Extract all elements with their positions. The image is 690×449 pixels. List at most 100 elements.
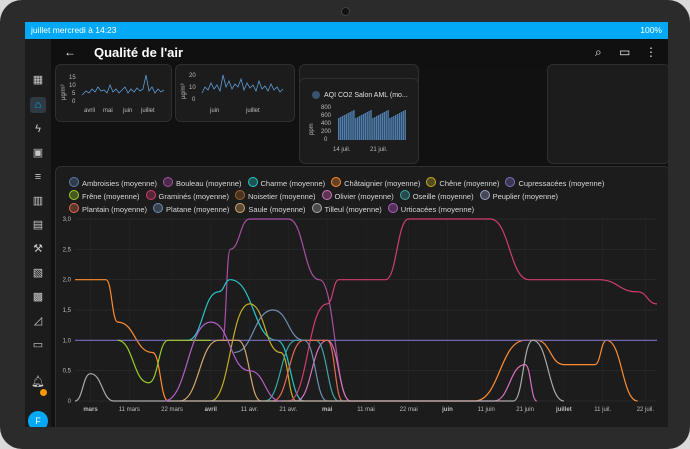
empty-card[interactable] <box>547 64 668 164</box>
legend-item[interactable]: Saule (moyenne) <box>235 203 306 216</box>
legend-item[interactable]: Plantain (moyenne) <box>69 203 147 216</box>
legend-item[interactable]: Chêne (moyenne) <box>426 177 499 190</box>
xtick-b-1: juin <box>209 108 219 114</box>
co2-bar <box>389 118 391 140</box>
legend-label: Tilleul (moyenne) <box>324 205 382 214</box>
history-chart-icon[interactable]: ◿ <box>33 315 43 327</box>
co2-bar <box>358 116 361 140</box>
legend-item[interactable]: Peuplier (moyenne) <box>479 190 558 203</box>
ytick-a-2: 10 <box>69 83 76 89</box>
chart-box-icon[interactable]: ▥ <box>32 195 44 207</box>
legend-swatch <box>163 177 174 187</box>
co2-bar <box>402 111 404 140</box>
legend-item[interactable]: Châtaignier (moyenne) <box>331 177 420 190</box>
legend-label: Chêne (moyenne) <box>439 179 500 188</box>
store-icon[interactable]: ▩ <box>32 291 44 303</box>
legend-item[interactable]: Charme (moyenne) <box>247 177 326 190</box>
legend-item[interactable]: Olivier (moyenne) <box>321 190 394 203</box>
y-tick-label: 0 <box>68 399 72 405</box>
list-icon[interactable]: ≡ <box>34 171 42 183</box>
legend-item[interactable]: Bouleau (moyenne) <box>163 177 242 190</box>
co2-bar <box>385 111 387 140</box>
legend-swatch <box>399 190 410 200</box>
ytick-b-2: 10 <box>189 85 196 91</box>
series-line <box>272 339 344 402</box>
sensor-card-a[interactable]: µg/m³ 15 10 5 0 avril mai juin juillet <box>55 64 172 122</box>
co2-bar <box>379 114 382 140</box>
more-vertical-icon[interactable]: ⋮ <box>645 45 657 59</box>
legend-item[interactable]: Tilleul (moyenne) <box>311 203 382 216</box>
notification-badge <box>40 389 47 396</box>
bell-icon[interactable]: 🔔︎ <box>31 376 45 388</box>
x-tick-label: 11 mars <box>119 407 140 413</box>
co2-bar <box>349 112 351 140</box>
y-tick-label: 3,0 <box>63 217 72 223</box>
legend-label: Olivier (moyenne) <box>334 192 394 201</box>
ytick-a-3: 5 <box>72 91 76 97</box>
ylabel-a: µg/m³ <box>61 85 67 100</box>
legend-label: Saule (moyenne) <box>248 205 306 214</box>
badge-icon[interactable]: ▣ <box>32 147 44 159</box>
camera-icon <box>341 7 350 16</box>
ytick-b-3: 0 <box>192 97 196 103</box>
legend-item[interactable]: Noisetier (moyenne) <box>234 190 316 203</box>
legend-label: Charme (moyenne) <box>260 179 326 188</box>
sensor-card-b[interactable]: µg/m³ 20 10 0 juin juillet <box>175 64 295 122</box>
legend-swatch <box>331 177 342 187</box>
legend-item[interactable]: Frêne (moyenne) <box>69 190 140 203</box>
legend-item[interactable]: Platane (moyenne) <box>153 203 229 216</box>
legend-item[interactable]: Ambroisies (moyenne) <box>69 177 157 190</box>
co2-bar <box>357 117 359 140</box>
dashboard-icon[interactable]: ▦ <box>32 74 44 86</box>
wrench-icon[interactable]: ⚒ <box>33 243 43 255</box>
legend-label: Cupressacées (moyenne) <box>518 179 605 188</box>
search-icon[interactable]: ⌕ <box>595 45 602 59</box>
legend-label: Bouleau (moyenne) <box>176 179 242 188</box>
co2-bar <box>345 114 347 140</box>
document-icon[interactable]: ▭ <box>32 339 44 351</box>
battery-status: 100% <box>640 25 662 35</box>
co2-bar <box>381 113 384 140</box>
legend-swatch <box>247 177 258 187</box>
legend-item[interactable]: Oseille (moyenne) <box>399 190 474 203</box>
energy-icon[interactable]: ϟ <box>35 123 41 135</box>
x-tick-label: mars <box>83 407 98 413</box>
legend-label: Plantain (moyenne) <box>82 205 148 214</box>
legend-swatch <box>69 177 79 187</box>
legend-item[interactable]: Urticacées (moyenne) <box>387 203 475 216</box>
x-tick-label: mai <box>322 407 333 413</box>
co2-bar <box>347 113 349 140</box>
logbook-icon[interactable]: ▧ <box>32 267 44 279</box>
calendar-icon[interactable]: ▤ <box>32 219 44 231</box>
avatar[interactable]: F <box>28 411 48 427</box>
xtick-a-4: juillet <box>140 108 155 114</box>
co2-bar <box>351 111 353 140</box>
legend-item[interactable]: Graminés (moyenne) <box>145 190 229 203</box>
x-tick-label: juillet <box>555 407 572 413</box>
co2-bar <box>338 118 340 140</box>
legend-item[interactable]: Cupressacées (moyenne) <box>505 177 604 190</box>
series-line <box>221 218 351 402</box>
legend-label: Noisetier (moyenne) <box>247 192 316 201</box>
legend-label: Oseille (moyenne) <box>412 192 474 201</box>
legend-swatch <box>321 190 332 200</box>
co2-card[interactable]: AQI CO2 Salon AML (mo... ppm 800 600 400… <box>299 78 419 164</box>
series-line <box>164 321 281 402</box>
x-tick-label: 21 juin <box>516 407 534 413</box>
chat-icon[interactable]: ▭ <box>619 45 631 59</box>
legend-label: Urticacées (moyenne) <box>400 205 475 214</box>
co2-bar <box>366 112 368 140</box>
home-icon[interactable]: ⌂ <box>30 97 46 113</box>
chart-legend: Ambroisies (moyenne) Bouleau (moyenne) Cha… <box>69 177 629 216</box>
co2-card-title: AQI CO2 Salon AML (mo... <box>324 92 408 99</box>
legend-label: Frêne (moyenne) <box>82 192 140 201</box>
xtick-b-2: juillet <box>245 108 260 114</box>
back-arrow-icon[interactable]: ← <box>64 45 76 59</box>
xtick-a-3: juin <box>122 108 132 114</box>
screen: juillet mercredi à 14:23 100% ☰ ← Qualit… <box>25 22 668 427</box>
series-line <box>187 279 305 402</box>
co2-bar <box>387 110 389 140</box>
legend-swatch <box>235 203 246 213</box>
legend-swatch <box>387 203 398 213</box>
